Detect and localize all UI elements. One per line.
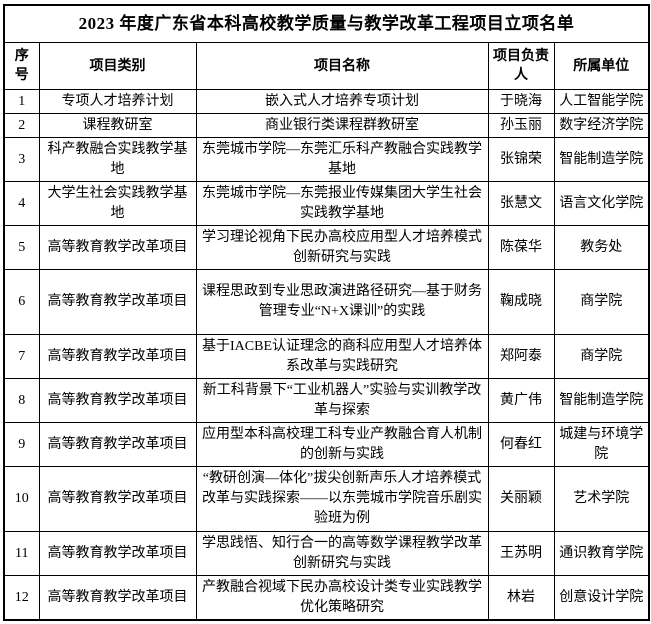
cell-leader: 陈葆华 bbox=[487, 225, 555, 270]
cell-category: 高等教育教学改革项目 bbox=[38, 225, 197, 270]
cell-no: 10 bbox=[3, 466, 40, 532]
cell-category: 高等教育教学改革项目 bbox=[38, 531, 197, 576]
cell-category: 高等教育教学改革项目 bbox=[38, 466, 197, 532]
cell-project-name: 产教融合视域下民办高校设计类专业实践教学优化策略研究 bbox=[195, 575, 489, 621]
cell-category: 高等教育教学改革项目 bbox=[38, 422, 197, 467]
cell-no: 9 bbox=[3, 422, 40, 467]
cell-category: 高等教育教学改革项目 bbox=[38, 269, 197, 335]
cell-no: 3 bbox=[3, 137, 40, 182]
table-row: 2 课程教研室 商业银行类课程群教研室 孙玉丽 数字经济学院 bbox=[3, 113, 650, 138]
cell-project-name: 课程思政到专业思政演进路径研究—基于财务管理专业“N+X课训”的实践 bbox=[195, 269, 489, 335]
cell-project-name: 新工科背景下“工业机器人”实验与实训教学改革与探索 bbox=[195, 378, 489, 423]
table-row: 3 科产教融合实践教学基地 东莞城市学院—东莞汇乐科产教融合实践教学基地 张锦荣… bbox=[3, 137, 650, 182]
col-header-leader: 项目负责人 bbox=[487, 42, 555, 90]
cell-no: 7 bbox=[3, 334, 40, 379]
table-row: 5 高等教育教学改革项目 学习理论视角下民办高校应用型人才培养模式创新研究与实践… bbox=[3, 225, 650, 270]
cell-project-name: 东莞城市学院—东莞报业传媒集团大学生社会实践教学基地 bbox=[195, 181, 489, 226]
cell-category: 课程教研室 bbox=[38, 113, 197, 138]
table-row: 8 高等教育教学改革项目 新工科背景下“工业机器人”实验与实训教学改革与探索 黄… bbox=[3, 378, 650, 423]
table-row: 4 大学生社会实践教学基地 东莞城市学院—东莞报业传媒集团大学生社会实践教学基地… bbox=[3, 181, 650, 226]
cell-unit: 商学院 bbox=[553, 334, 650, 379]
table-row: 7 高等教育教学改革项目 基于IACBE认证理念的商科应用型人才培养体系改革与实… bbox=[3, 334, 650, 379]
cell-project-name: “教研创演—体化”拔尖创新声乐人才培养模式改革与实践探索——以东莞城市学院音乐剧… bbox=[195, 466, 489, 532]
cell-no: 4 bbox=[3, 181, 40, 226]
cell-no: 6 bbox=[3, 269, 40, 335]
cell-unit: 语言文化学院 bbox=[553, 181, 650, 226]
table-row: 1 专项人才培养计划 嵌入式人才培养专项计划 于晓海 人工智能学院 bbox=[3, 89, 650, 114]
cell-leader: 黄广伟 bbox=[487, 378, 555, 423]
cell-no: 1 bbox=[3, 89, 40, 114]
cell-project-name: 基于IACBE认证理念的商科应用型人才培养体系改革与实践研究 bbox=[195, 334, 489, 379]
cell-unit: 智能制造学院 bbox=[553, 378, 650, 423]
table-row: 11 高等教育教学改革项目 学思践悟、知行合一的高等数学课程教学改革创新研究与实… bbox=[3, 531, 650, 576]
cell-no: 8 bbox=[3, 378, 40, 423]
cell-leader: 于晓海 bbox=[487, 89, 555, 114]
cell-unit: 创意设计学院 bbox=[553, 575, 650, 621]
cell-unit: 智能制造学院 bbox=[553, 137, 650, 182]
header-row: 序号 项目类别 项目名称 项目负责人 所属单位 bbox=[3, 42, 650, 90]
cell-project-name: 应用型本科高校理工科专业产教融合育人机制的创新与实践 bbox=[195, 422, 489, 467]
cell-leader: 林岩 bbox=[487, 575, 555, 621]
cell-project-name: 东莞城市学院—东莞汇乐科产教融合实践教学基地 bbox=[195, 137, 489, 182]
cell-leader: 孙玉丽 bbox=[487, 113, 555, 138]
cell-category: 大学生社会实践教学基地 bbox=[38, 181, 197, 226]
cell-category: 专项人才培养计划 bbox=[38, 89, 197, 114]
cell-project-name: 商业银行类课程群教研室 bbox=[195, 113, 489, 138]
table-row: 6 高等教育教学改革项目 课程思政到专业思政演进路径研究—基于财务管理专业“N+… bbox=[3, 269, 650, 335]
cell-unit: 城建与环境学院 bbox=[553, 422, 650, 467]
col-header-unit: 所属单位 bbox=[553, 42, 650, 90]
cell-unit: 人工智能学院 bbox=[553, 89, 650, 114]
cell-category: 高等教育教学改革项目 bbox=[38, 378, 197, 423]
cell-leader: 关丽颖 bbox=[487, 466, 555, 532]
cell-no: 11 bbox=[3, 531, 40, 576]
cell-unit: 数字经济学院 bbox=[553, 113, 650, 138]
cell-leader: 王苏明 bbox=[487, 531, 555, 576]
col-header-name: 项目名称 bbox=[195, 42, 489, 90]
col-header-no: 序号 bbox=[3, 42, 40, 90]
cell-leader: 张慧文 bbox=[487, 181, 555, 226]
cell-no: 5 bbox=[3, 225, 40, 270]
table-row: 10 高等教育教学改革项目 “教研创演—体化”拔尖创新声乐人才培养模式改革与实践… bbox=[3, 466, 650, 532]
cell-no: 2 bbox=[3, 113, 40, 138]
cell-project-name: 学习理论视角下民办高校应用型人才培养模式创新研究与实践 bbox=[195, 225, 489, 270]
cell-unit: 教务处 bbox=[553, 225, 650, 270]
table-row: 9 高等教育教学改革项目 应用型本科高校理工科专业产教融合育人机制的创新与实践 … bbox=[3, 422, 650, 467]
cell-unit: 通识教育学院 bbox=[553, 531, 650, 576]
cell-no: 12 bbox=[3, 575, 40, 621]
project-approval-table: 2023 年度广东省本科高校教学质量与教学改革工程项目立项名单 序号 项目类别 … bbox=[3, 4, 650, 621]
cell-unit: 商学院 bbox=[553, 269, 650, 335]
cell-leader: 郑阿泰 bbox=[487, 334, 555, 379]
table-row: 12 高等教育教学改革项目 产教融合视域下民办高校设计类专业实践教学优化策略研究… bbox=[3, 575, 650, 621]
title-row: 2023 年度广东省本科高校教学质量与教学改革工程项目立项名单 bbox=[3, 4, 650, 43]
cell-leader: 鞠成晓 bbox=[487, 269, 555, 335]
cell-project-name: 嵌入式人才培养专项计划 bbox=[195, 89, 489, 114]
page-title: 2023 年度广东省本科高校教学质量与教学改革工程项目立项名单 bbox=[3, 4, 650, 43]
cell-category: 高等教育教学改革项目 bbox=[38, 334, 197, 379]
cell-leader: 何春红 bbox=[487, 422, 555, 467]
col-header-category: 项目类别 bbox=[38, 42, 197, 90]
cell-unit: 艺术学院 bbox=[553, 466, 650, 532]
cell-category: 科产教融合实践教学基地 bbox=[38, 137, 197, 182]
cell-leader: 张锦荣 bbox=[487, 137, 555, 182]
cell-category: 高等教育教学改革项目 bbox=[38, 575, 197, 621]
cell-project-name: 学思践悟、知行合一的高等数学课程教学改革创新研究与实践 bbox=[195, 531, 489, 576]
